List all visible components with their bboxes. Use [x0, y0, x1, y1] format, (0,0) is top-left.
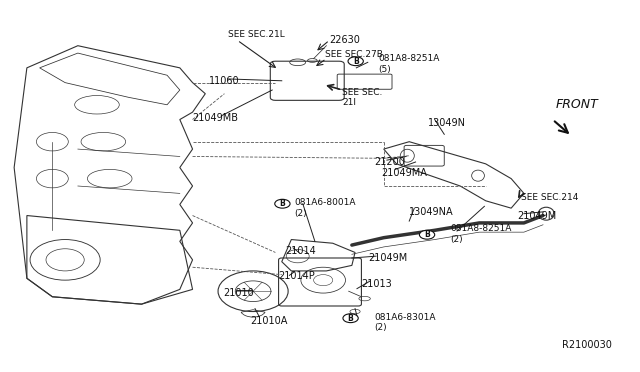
Text: 13049NA: 13049NA [409, 207, 454, 217]
Text: 081A6-8001A
(2): 081A6-8001A (2) [294, 198, 356, 218]
Text: 21049MA: 21049MA [381, 168, 427, 178]
Circle shape [419, 230, 435, 239]
Text: SEE SEC.21L: SEE SEC.21L [228, 30, 284, 39]
Text: 22630: 22630 [330, 35, 360, 45]
Text: B: B [280, 199, 285, 208]
Text: FRONT: FRONT [556, 98, 598, 111]
Circle shape [348, 57, 364, 65]
Text: 11060: 11060 [209, 76, 239, 86]
Circle shape [275, 199, 290, 208]
Text: 081A8-8251A
(5): 081A8-8251A (5) [379, 54, 440, 74]
Text: 081A8-8251A
(2): 081A8-8251A (2) [451, 224, 512, 244]
Text: B: B [348, 314, 353, 323]
Text: 21014: 21014 [285, 246, 316, 256]
Text: R2100030: R2100030 [562, 340, 612, 350]
Text: SEE SEC.214: SEE SEC.214 [521, 193, 578, 202]
Text: 21200: 21200 [374, 157, 405, 167]
Text: B: B [353, 57, 358, 66]
Text: 21010: 21010 [223, 288, 254, 298]
Text: 21049MB: 21049MB [193, 113, 239, 123]
Text: 21010A: 21010A [250, 316, 287, 326]
Text: B: B [424, 230, 430, 239]
Text: 21049M: 21049M [518, 211, 557, 221]
Text: 21049M: 21049M [368, 253, 407, 263]
Text: 081A6-8301A
(2): 081A6-8301A (2) [374, 313, 436, 332]
Text: SEE SEC.27B: SEE SEC.27B [325, 51, 383, 60]
Text: 21014P: 21014P [278, 272, 316, 282]
Text: 21013: 21013 [362, 279, 392, 289]
Text: SEE SEC.
21I: SEE SEC. 21I [342, 88, 383, 107]
Text: 13049N: 13049N [428, 118, 467, 128]
Circle shape [343, 314, 358, 323]
